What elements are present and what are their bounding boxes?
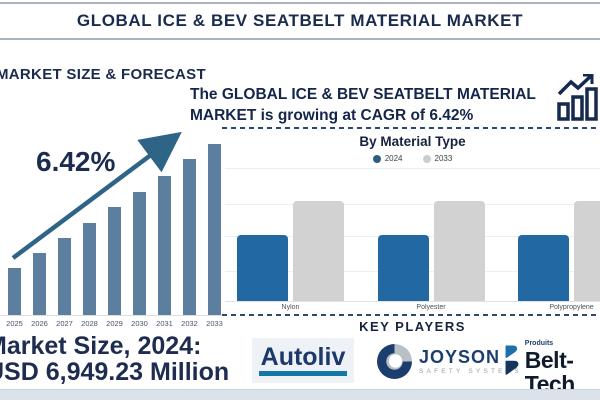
legend-label: 2033 [434,154,453,163]
market-size-line1: Market Size, 2024: [0,332,202,360]
forecast-bar-2031 [158,176,171,315]
logo-autoliv: Autoliv [252,338,354,383]
joyson-name: JOYSON [419,347,501,367]
forecast-year-axis: 2024202520262027202820292030203120322033 [0,319,223,331]
headline-text: The GLOBAL ICE & BEV SEATBELT MATERIAL M… [190,84,560,126]
material-bar-polypropylene-2033 [574,201,600,301]
forecast-year-label: 2026 [31,319,48,328]
forecast-bar-2026 [33,253,46,315]
forecast-bar-2028 [83,223,96,315]
page-title: GLOBAL ICE & BEV SEATBELT MATERIAL MARKE… [76,11,524,30]
legend-dot [372,154,381,163]
market-size-line2: USD 6,949.23 Million [0,358,230,386]
forecast-year-label: 2033 [206,319,223,328]
autoliv-underline [259,371,347,376]
dashed-divider-bottom [222,314,600,316]
headline-line2: MARKET is growing at CAGR of 6.42% [190,107,474,124]
material-bar-polypropylene-2024 [518,234,569,301]
forecast-chart-baseline [0,315,223,316]
material-chart-plot [225,168,600,302]
material-category-axis: Nylon Polyester Polypropylene [225,304,600,314]
key-players-heading: KEY PLAYERS [359,319,466,334]
joyson-tagline: SAFETY SYSTEMS [419,368,522,375]
belt-tech-icon [505,345,519,375]
autoliv-wordmark: Autoliv [260,343,346,371]
forecast-bar-chart [0,140,223,315]
forecast-year-label: 2025 [6,319,23,328]
forecast-year-label: 2029 [106,319,123,328]
forecast-bar-2032 [183,159,196,315]
forecast-bar-2033 [208,144,221,315]
forecast-section-heading: MARKET SIZE & FORECAST [0,66,206,83]
material-category-label: Nylon [281,304,300,311]
dashed-divider-top [222,127,600,129]
legend-label: 2024 [384,154,403,163]
forecast-bar-2025 [8,268,21,315]
gridline [225,168,600,169]
headline-line1: The GLOBAL ICE & BEV SEATBELT MATERIAL [190,86,536,103]
material-category-label: Polypropylene [549,304,594,311]
legend-item-2033: 2033 [422,154,453,163]
forecast-year-label: 2031 [156,319,173,328]
belt-tech-produits: Produits [524,340,554,347]
material-chart-title: By Material Type [359,134,466,149]
forecast-bar-2029 [108,207,121,315]
legend-item-2024: 2024 [372,154,403,163]
logo-joyson: JOYSON SAFETY SYSTEMS [376,343,522,380]
material-bar-polyester-2033 [433,201,485,301]
bottom-section-edge [0,389,600,400]
bar-chart-growth-icon [557,74,598,121]
header-bar: GLOBAL ICE & BEV SEATBELT MATERIAL MARKE… [0,2,600,40]
material-bar-nylon-2024 [237,234,288,301]
joyson-wordmark: JOYSON SAFETY SYSTEMS [419,348,522,375]
material-category-label: Polyester [416,304,446,311]
legend-dot [422,154,431,163]
forecast-bar-2027 [58,238,71,315]
cagr-value-label: 6.42% [36,146,116,177]
material-bar-polyester-2024 [377,234,429,301]
joyson-swirl-icon [377,344,412,379]
gridline [225,204,600,205]
forecast-year-label: 2028 [81,319,98,328]
forecast-year-label: 2032 [181,319,198,328]
market-size-callout: Market Size, 2024: USD 6,949.23 Million [0,333,229,385]
forecast-year-label: 2027 [56,319,73,328]
material-chart-legend: 2024 2033 [225,154,600,163]
growth-trend-arrow-icon [11,131,182,260]
forecast-year-label: 2030 [131,319,148,328]
material-bar-nylon-2033 [293,201,344,301]
forecast-bar-2030 [133,192,146,315]
